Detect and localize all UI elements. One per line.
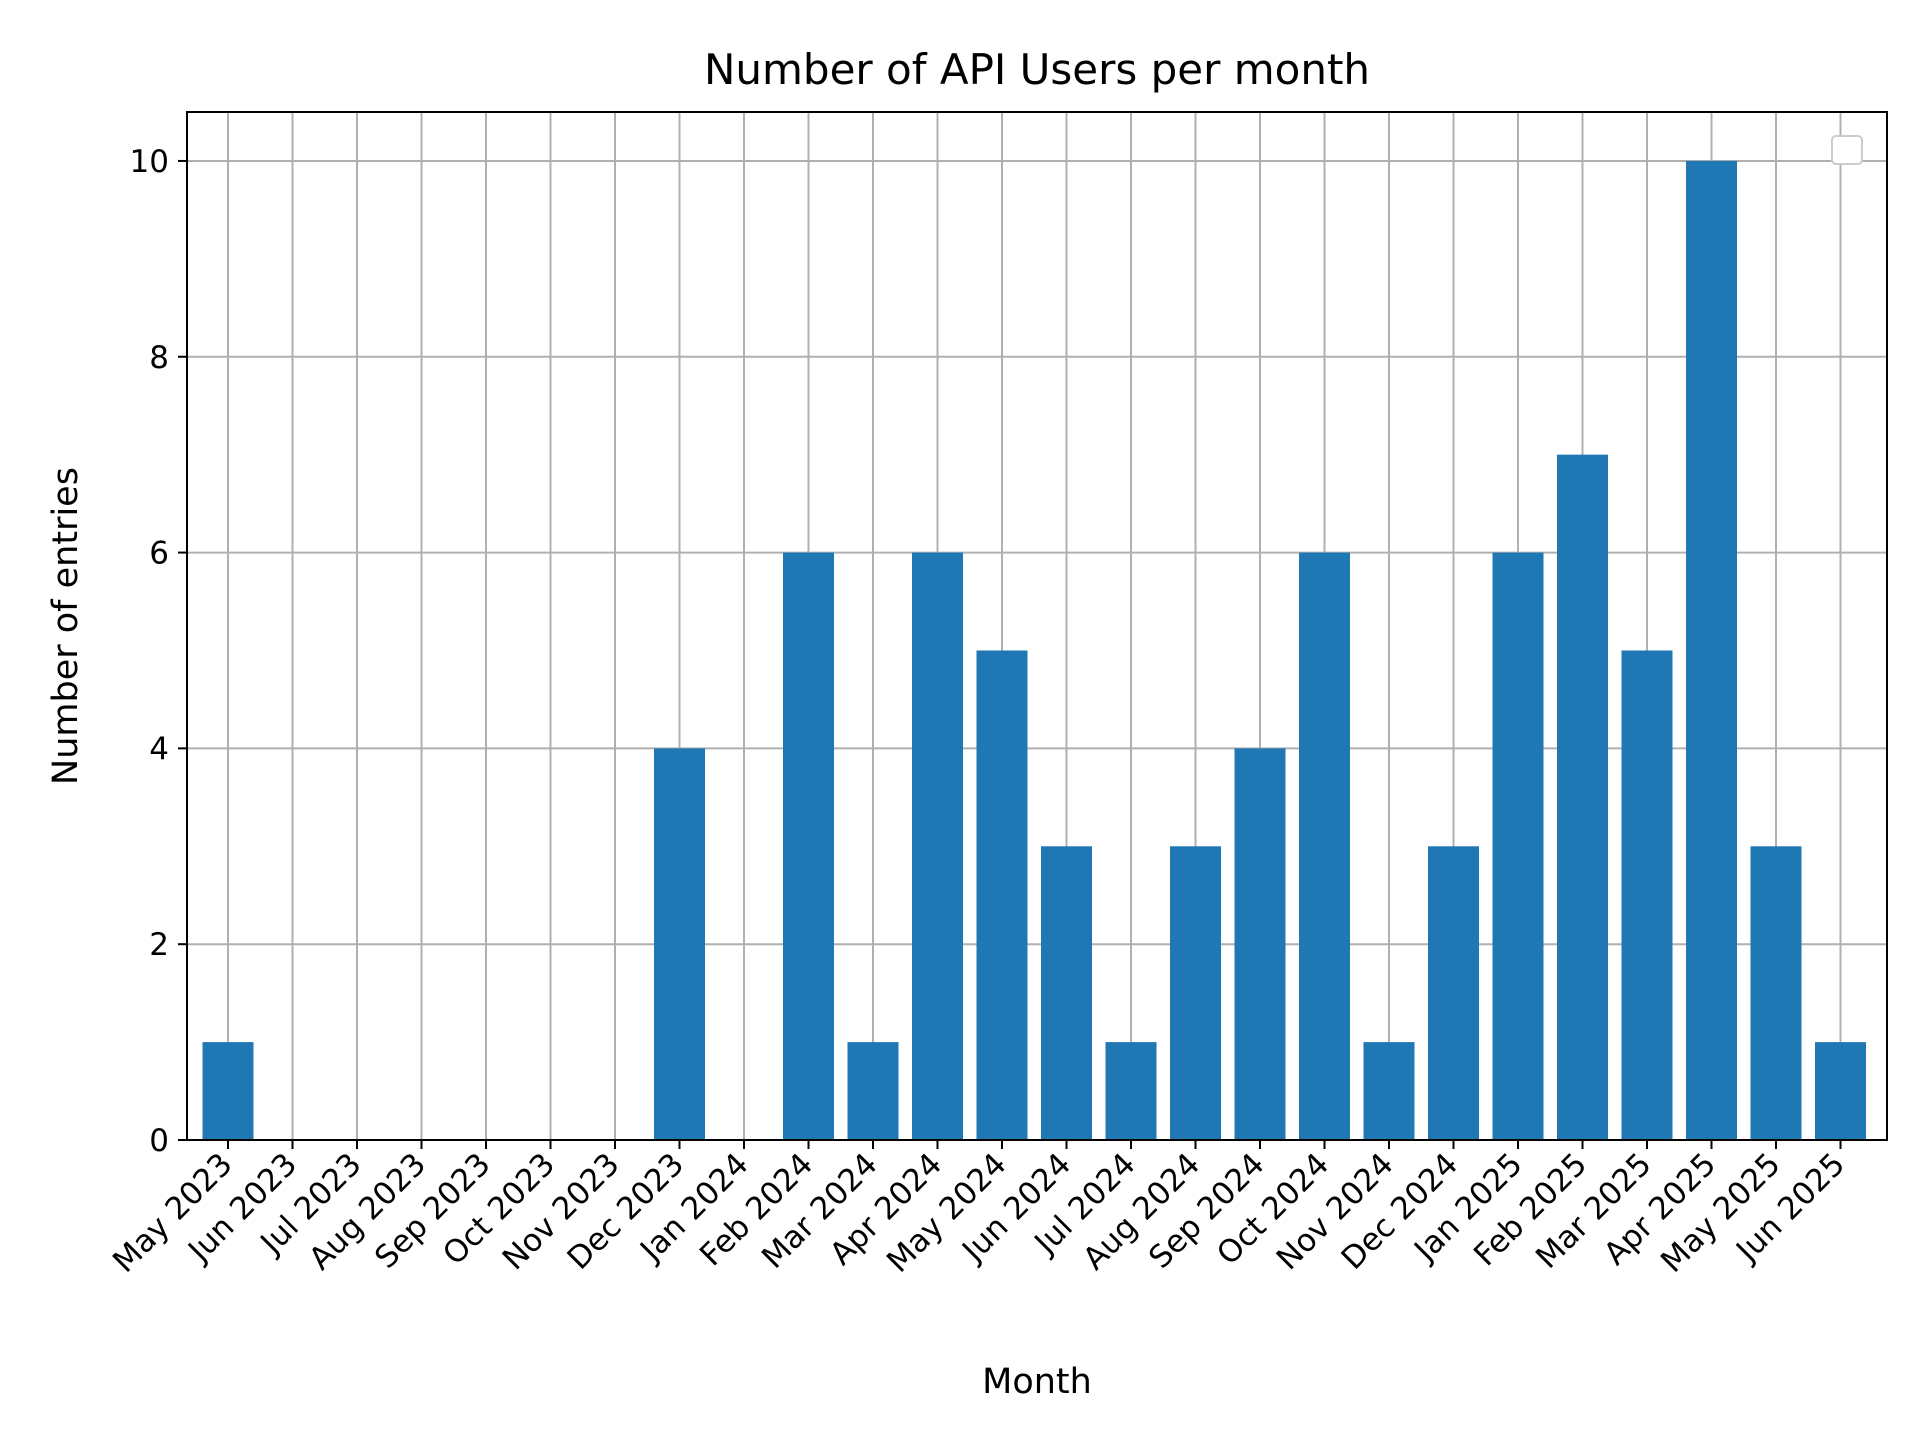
bar-mar-2024 xyxy=(847,1042,899,1140)
bar-nov-2024 xyxy=(1363,1042,1415,1140)
bar-oct-2024 xyxy=(1299,552,1350,1140)
chart-title: Number of API Users per month xyxy=(704,45,1370,94)
bar-mar-2025 xyxy=(1621,650,1673,1140)
x-axis-label: Month xyxy=(982,1362,1092,1402)
bar-may-2023 xyxy=(202,1042,254,1140)
bar-aug-2024 xyxy=(1170,846,1221,1140)
y-tick-label: 8 xyxy=(149,340,169,376)
bar-apr-2024 xyxy=(912,552,963,1140)
y-tick-label: 0 xyxy=(149,1123,169,1159)
y-tick-label: 6 xyxy=(149,536,169,572)
axis-ticks xyxy=(178,159,1842,1149)
bars xyxy=(202,160,1866,1141)
y-tick-labels: 0 2 4 6 8 10 xyxy=(130,144,169,1159)
bar-may-2025 xyxy=(1750,846,1802,1140)
bar-feb-2025 xyxy=(1557,454,1608,1141)
bar-jun-2024 xyxy=(1041,846,1092,1140)
y-axis-label: Number of entries xyxy=(46,467,86,785)
bar-feb-2024 xyxy=(783,552,834,1140)
bar-apr-2025 xyxy=(1686,160,1737,1140)
legend-box xyxy=(1831,135,1863,165)
bar-jan-2025 xyxy=(1492,552,1544,1140)
bar-sep-2024 xyxy=(1234,748,1286,1140)
y-tick-label: 2 xyxy=(149,927,169,963)
bar-dec-2023 xyxy=(654,748,705,1140)
bar-may-2024 xyxy=(976,650,1028,1140)
plot-frame xyxy=(186,111,1888,1141)
bar-jun-2025 xyxy=(1815,1042,1866,1140)
bar-dec-2024 xyxy=(1428,846,1479,1140)
y-tick-label: 10 xyxy=(130,144,169,180)
y-tick-label: 4 xyxy=(149,731,169,767)
bar-jul-2024 xyxy=(1105,1042,1157,1140)
